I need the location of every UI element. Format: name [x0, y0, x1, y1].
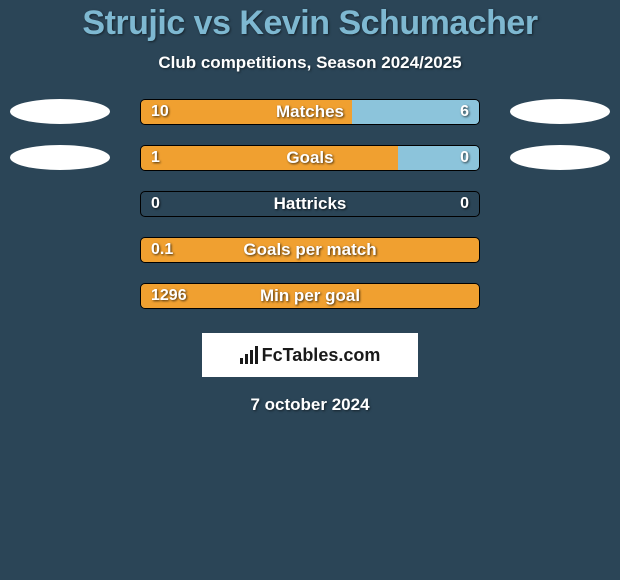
stat-bar-left [141, 100, 352, 124]
stat-bar-left [141, 238, 479, 262]
stat-bar-track: 0 0Hattricks [140, 191, 480, 217]
fctables-logo: FcTables.com [202, 333, 418, 377]
stat-label: Hattricks [141, 192, 479, 216]
stat-row: 0 0Hattricks [0, 191, 620, 217]
stat-bar-track: 106Matches [140, 99, 480, 125]
logo-text: FcTables.com [262, 345, 381, 366]
player-photo-left [10, 99, 110, 124]
stat-row: 106Matches [0, 99, 620, 125]
stat-bar-left [141, 146, 398, 170]
stat-bar-track: 0.1Goals per match [140, 237, 480, 263]
stat-bar-right [398, 146, 479, 170]
stat-bar-left [141, 284, 479, 308]
stat-value-right: 0 [460, 192, 469, 216]
bar-chart-icon [240, 346, 258, 364]
player-photo-right [510, 145, 610, 170]
snapshot-date: 7 october 2024 [250, 395, 369, 415]
comparison-title: Strujic vs Kevin Schumacher [82, 4, 537, 43]
comparison-subtitle: Club competitions, Season 2024/2025 [158, 53, 461, 73]
stat-row: 1296Min per goal [0, 283, 620, 309]
stat-bar-right [352, 100, 479, 124]
stat-row: 10Goals [0, 145, 620, 171]
stat-bar-track: 10Goals [140, 145, 480, 171]
stats-chart: 106Matches 10Goals 0 0Hattricks 0.1Goals per… [0, 99, 620, 329]
stat-bar-track: 1296Min per goal [140, 283, 480, 309]
stat-row: 0.1Goals per match [0, 237, 620, 263]
stat-value-left: 0 [151, 192, 160, 216]
player-photo-left [10, 145, 110, 170]
player-photo-right [510, 99, 610, 124]
